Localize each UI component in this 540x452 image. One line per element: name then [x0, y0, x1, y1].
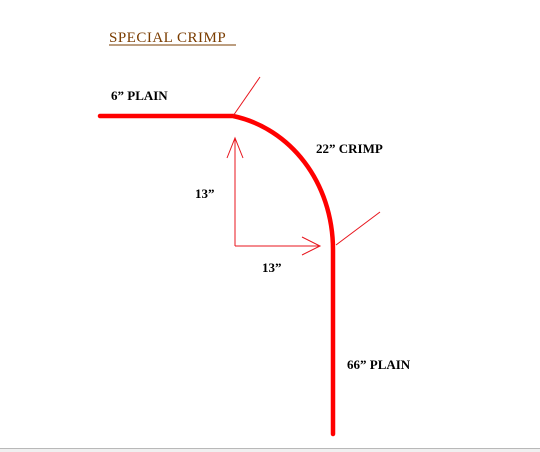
- horizontal-dimension-label: 13”: [262, 260, 282, 275]
- bent-rod-path: [97, 113, 336, 437]
- vertical-arrow-head: [226, 136, 244, 159]
- bottom-plain-label: 66” PLAIN: [347, 357, 411, 372]
- bend-end-tick: [335, 211, 381, 246]
- vertical-dimension-label: 13”: [195, 186, 215, 201]
- diagram-title: SPECIAL CRIMP: [109, 30, 226, 46]
- bottom-border: [0, 448, 540, 452]
- horizontal-arrow-head: [301, 236, 322, 256]
- crimp-label: 22” CRIMP: [316, 141, 383, 156]
- top-plain-label: 6” PLAIN: [111, 88, 168, 103]
- bend-start-tick: [232, 76, 261, 117]
